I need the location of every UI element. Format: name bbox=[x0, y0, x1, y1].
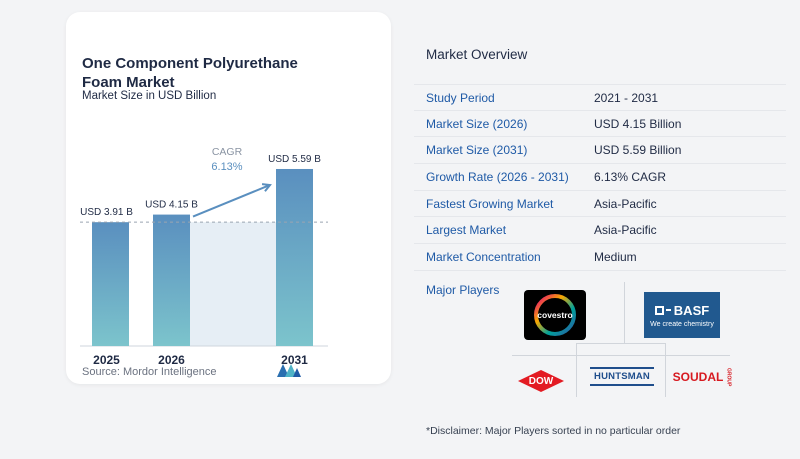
bar-chart: USD 3.91 B 2025 USD 4.15 B 2026 USD 5.59 B 20… bbox=[80, 146, 328, 367]
bar-2031 bbox=[276, 168, 313, 346]
huntsman-bar-icon bbox=[590, 366, 654, 369]
overview-row-value: USD 5.59 Billion bbox=[594, 143, 682, 158]
x-tick-label: 2026 bbox=[158, 353, 185, 367]
major-players-label: Major Players bbox=[426, 283, 500, 297]
mordor-logo-icon bbox=[277, 364, 301, 377]
overview-row-key: Largest Market bbox=[426, 223, 507, 238]
overview-panel: Market Overview Study Period 2021 - 2031 M… bbox=[414, 0, 800, 459]
x-tick-label: 2025 bbox=[93, 353, 120, 367]
overview-row-value: Asia-Pacific bbox=[594, 196, 657, 211]
chart-title: One Component Polyurethane Foam Market bbox=[82, 55, 298, 91]
covestro-logo: covestro bbox=[524, 290, 586, 340]
source-note: Source: Mordor Intelligence bbox=[82, 366, 217, 378]
cagr-arrowhead bbox=[261, 183, 272, 192]
overview-row: Largest Market Asia-Pacific bbox=[414, 217, 786, 245]
logo-divider bbox=[624, 282, 625, 343]
data-label: USD 5.59 B bbox=[268, 154, 321, 165]
cagr-arrow bbox=[192, 184, 271, 218]
dow-logo: DOW bbox=[516, 368, 566, 394]
x-tick-label: 2031 bbox=[281, 353, 308, 367]
overview-row: Study Period 2021 - 2031 bbox=[414, 84, 786, 111]
disclaimer: *Disclaimer: Major Players sorted in no … bbox=[426, 425, 681, 437]
logo-divider bbox=[512, 355, 730, 356]
cagr-value: 6.13% bbox=[211, 161, 242, 173]
covestro-wordmark: covestro bbox=[537, 310, 573, 320]
dow-diamond-icon bbox=[518, 370, 564, 392]
overview-title: Market Overview bbox=[426, 47, 528, 62]
overview-row: Market Size (2031) USD 5.59 Billion bbox=[414, 137, 786, 165]
overview-row-value: 6.13% CAGR bbox=[594, 170, 667, 185]
data-label: USD 4.15 B bbox=[145, 200, 198, 211]
overview-row-value: 2021 - 2031 bbox=[594, 91, 659, 105]
soudal-wordmark: SOUDAL bbox=[672, 370, 724, 384]
soudal-group-label: GROUP bbox=[725, 367, 732, 387]
dow-wordmark: DOW bbox=[528, 375, 554, 387]
soudal-logo: SOUDAL GROUP bbox=[670, 366, 734, 388]
overview-row-value: Medium bbox=[594, 250, 637, 265]
basf-wordmark: BASF bbox=[673, 302, 710, 318]
overview-row: Market Size (2026) USD 4.15 Billion bbox=[414, 111, 786, 138]
overview-row-key: Study Period bbox=[426, 91, 495, 105]
growth-band bbox=[190, 222, 276, 346]
basf-square-icon bbox=[654, 305, 664, 315]
overview-row-key: Market Concentration bbox=[426, 250, 541, 265]
cagr-label: CAGR bbox=[212, 146, 243, 158]
logo-divider bbox=[576, 343, 665, 344]
overview-row-key: Growth Rate (2026 - 2031) bbox=[426, 170, 569, 185]
bar-2026 bbox=[153, 214, 190, 346]
logo-divider bbox=[665, 343, 666, 397]
huntsman-bar-icon bbox=[590, 383, 654, 386]
overview-row-value: USD 4.15 Billion bbox=[594, 116, 682, 131]
overview-row-key: Market Size (2031) bbox=[426, 143, 528, 158]
overview-row-value: Asia-Pacific bbox=[594, 223, 657, 238]
basf-dash-icon bbox=[665, 309, 671, 311]
overview-row: Market Concentration Medium bbox=[414, 244, 786, 271]
huntsman-wordmark: HUNTSMAN bbox=[594, 370, 650, 382]
basf-tagline: We create chemistry bbox=[650, 320, 714, 328]
basf-logo: BASF We create chemistry bbox=[644, 292, 720, 338]
overview-table: Study Period 2021 - 2031 Market Size (2026… bbox=[414, 84, 786, 271]
overview-row-key: Fastest Growing Market bbox=[426, 196, 554, 211]
overview-row: Growth Rate (2026 - 2031) 6.13% CAGR bbox=[414, 164, 786, 191]
covestro-ring-icon bbox=[534, 294, 576, 336]
chart-card: One Component Polyurethane Foam Market M… bbox=[66, 12, 391, 384]
logo-divider bbox=[576, 343, 577, 397]
bar-2025 bbox=[92, 222, 129, 346]
chart-subtitle: Market Size in USD Billion bbox=[82, 90, 217, 102]
overview-row-key: Market Size (2026) bbox=[426, 116, 528, 131]
huntsman-logo: HUNTSMAN bbox=[584, 366, 660, 386]
data-label: USD 3.91 B bbox=[80, 207, 133, 218]
overview-row: Fastest Growing Market Asia-Pacific bbox=[414, 191, 786, 218]
